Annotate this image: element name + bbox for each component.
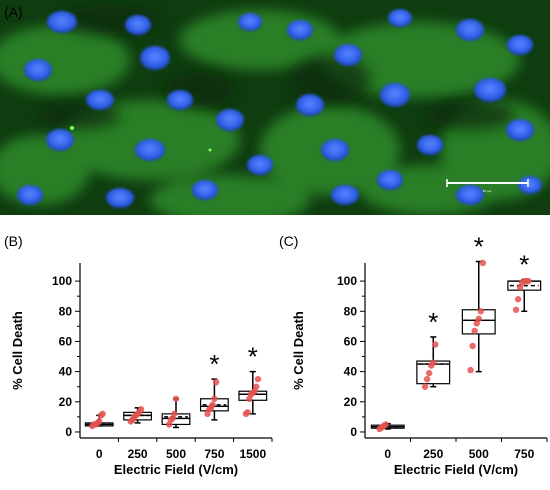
data-point (469, 342, 476, 350)
y-tick-label: 20 (59, 395, 73, 409)
data-point (423, 375, 431, 383)
y-tick-label: 80 (344, 304, 358, 318)
chart-b-plot: (B) 0 20 40 60 80 100 % Cell Death Electric Fiel… (4, 233, 273, 477)
y-tick-label: 60 (59, 334, 73, 348)
x-axis-label: Electric Field (V/cm) (394, 462, 518, 477)
data-point (96, 418, 103, 425)
x-tick-label: 1500 (239, 447, 266, 461)
panel-label: (B) (4, 233, 23, 249)
data-point (471, 327, 478, 335)
data-point (514, 296, 522, 303)
data-point (382, 421, 389, 428)
scale-bar-label: 50 µm (483, 189, 492, 193)
x-axis-label: Electric Field (V/cm) (114, 462, 238, 477)
y-tick-label: 60 (344, 334, 358, 348)
panel-a-label: (A) (4, 4, 23, 20)
x-tick-label: 500 (166, 447, 186, 461)
data-point (253, 383, 260, 390)
x-tick-label: 250 (423, 447, 443, 461)
y-tick-label: 40 (59, 365, 73, 379)
x-tick-label: 500 (469, 447, 489, 461)
chart-c: (C) 0 20 40 60 80 100 % Cell Death Electric Fiel… (275, 228, 550, 485)
x-tick-label: 0 (96, 447, 103, 461)
data-point (425, 369, 433, 377)
data-point (209, 401, 216, 409)
significance-marker: * (519, 250, 529, 280)
data-point (99, 410, 106, 418)
data-point (467, 366, 474, 374)
data-point (525, 277, 532, 285)
y-tick-label: 0 (350, 425, 357, 439)
significance-marker: * (428, 307, 438, 337)
data-point (479, 259, 487, 267)
y-tick-label: 100 (337, 274, 357, 288)
data-point (244, 409, 251, 416)
y-tick-label: 80 (59, 304, 73, 318)
data-point (421, 383, 429, 390)
chart-c-plot: (C) 0 20 40 60 80 100 % Cell Death Electric Fiel… (279, 231, 548, 477)
data-point (254, 375, 262, 383)
y-axis-label: % Cell Death (10, 311, 25, 390)
chart-b: (B) 0 20 40 60 80 100 % Cell Death Electric Fiel… (0, 228, 275, 485)
data-point (171, 410, 178, 418)
y-tick-label: 0 (65, 425, 72, 439)
data-point (212, 378, 220, 386)
y-tick-label: 40 (344, 365, 358, 379)
x-tick-label: 750 (204, 447, 224, 461)
significance-marker: * (248, 342, 258, 372)
box-iqr (461, 309, 496, 335)
x-tick-label: 250 (128, 447, 148, 461)
y-tick-label: 20 (344, 395, 358, 409)
data-point (430, 359, 437, 366)
micrograph-panel: 50 µm (A) (0, 0, 550, 225)
data-point (172, 395, 180, 402)
significance-marker: * (474, 231, 484, 261)
x-tick-label: 750 (514, 447, 534, 461)
data-point (137, 406, 145, 413)
x-tick-label: 0 (384, 447, 391, 461)
data-point (432, 341, 439, 348)
y-tick-label: 100 (52, 274, 72, 288)
micrograph-image: 50 µm (0, 0, 550, 225)
data-point (211, 395, 218, 402)
significance-marker: * (209, 349, 219, 379)
data-point (475, 315, 482, 323)
data-point (512, 306, 520, 313)
y-axis-label: % Cell Death (291, 311, 306, 390)
data-point (477, 308, 484, 315)
panel-label: (C) (279, 233, 298, 249)
